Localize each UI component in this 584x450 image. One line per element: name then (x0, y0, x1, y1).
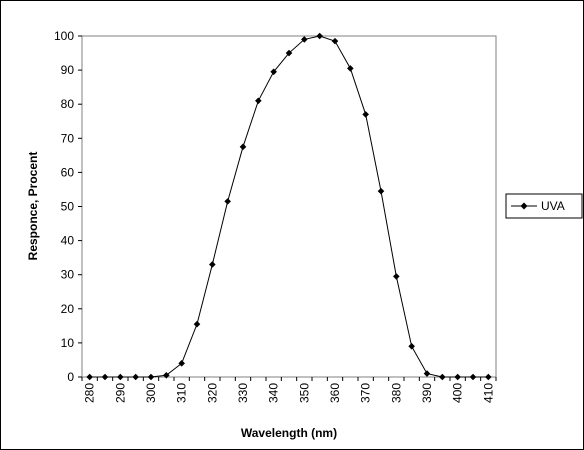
data-point (239, 143, 247, 151)
data-point (178, 360, 185, 367)
y-tick-label: 70 (61, 131, 75, 145)
data-point (439, 373, 446, 381)
data-point (469, 373, 477, 381)
x-axis: 280 290 300 310 320 330 340 350 360 370 380 390 400 4… (81, 377, 497, 403)
x-tick-label: 350 (297, 383, 311, 403)
data-point (193, 320, 201, 328)
y-tick-label: 30 (61, 268, 75, 282)
x-tick-label: 370 (359, 383, 373, 403)
data-point (255, 97, 262, 105)
data-point (285, 49, 293, 57)
legend-marker-diamond-icon (520, 202, 528, 210)
data-point (86, 373, 93, 381)
x-tick-label: 360 (328, 383, 342, 403)
data-point (408, 343, 415, 350)
data-point (163, 371, 170, 379)
y-axis: 0 10 20 30 40 50 60 70 80 90 100 (54, 29, 82, 384)
x-tick-label: 290 (113, 383, 127, 403)
data-point (331, 37, 339, 45)
x-tick-label: 280 (83, 383, 97, 403)
x-axis-title: Wavelength (nm) (241, 426, 337, 440)
data-point (101, 373, 109, 381)
y-tick-label: 20 (61, 302, 75, 316)
data-point (224, 198, 231, 205)
y-tick-label: 80 (61, 97, 75, 111)
y-tick-label: 100 (54, 29, 74, 43)
data-point (485, 373, 492, 381)
data-point (209, 261, 216, 268)
plot-area (81, 35, 497, 378)
x-tick-label: 400 (451, 383, 465, 403)
data-point (347, 65, 354, 72)
data-point (270, 68, 277, 76)
data-point (301, 36, 308, 43)
data-point (454, 373, 461, 381)
y-tick-label: 10 (61, 336, 75, 350)
legend-label: UVA (541, 199, 565, 213)
y-tick-label: 50 (61, 200, 75, 214)
x-tick-label: 410 (481, 383, 495, 403)
x-tick-label: 310 (175, 383, 189, 403)
x-tick-label: 300 (144, 383, 158, 403)
data-point (132, 373, 139, 381)
x-tick-label: 380 (389, 383, 403, 403)
y-tick-label: 90 (61, 63, 75, 77)
data-point (377, 187, 385, 195)
data-point (362, 111, 369, 118)
legend: UVA (505, 193, 583, 219)
series-layer (86, 32, 492, 381)
data-point (147, 373, 155, 381)
x-tick-label: 340 (267, 383, 281, 403)
x-tick-label: 390 (420, 383, 434, 403)
y-tick-label: 60 (61, 165, 75, 179)
y-tick-label: 0 (67, 370, 74, 384)
data-point (316, 32, 323, 40)
data-point (393, 273, 400, 280)
y-tick-label: 40 (61, 234, 75, 248)
data-point (117, 373, 124, 381)
x-tick-label: 330 (236, 383, 250, 403)
y-axis-title: Responce, Procent (26, 152, 40, 261)
x-tick-label: 320 (205, 383, 219, 403)
data-point (423, 370, 431, 377)
